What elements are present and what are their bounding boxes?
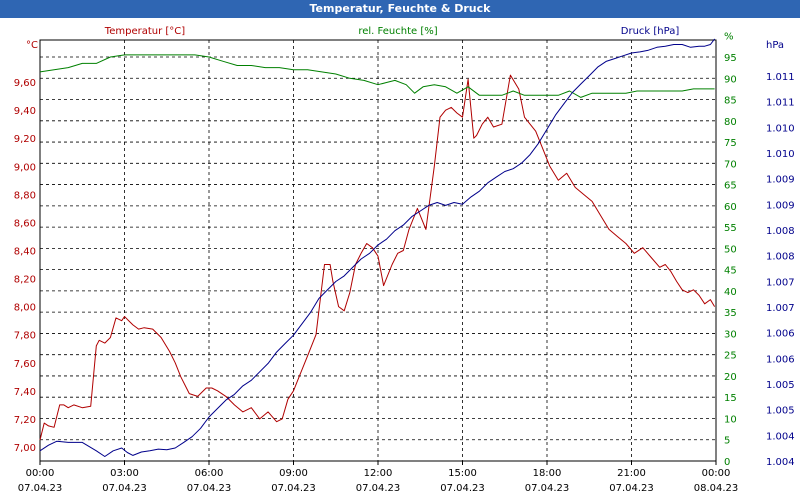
hum-tick-label: 80	[724, 117, 737, 128]
x-tick-date: 07.04.23	[187, 483, 232, 494]
series-line-hum	[39, 54, 715, 98]
hum-tick-label: 65	[724, 181, 737, 192]
hum-tick-label: 35	[724, 308, 737, 319]
hum-axis-title: rel. Feuchte [%]	[358, 26, 437, 37]
press-tick-label: 1.011	[766, 72, 795, 83]
press-tick-label: 1.009	[766, 200, 795, 211]
temp-axis-title: Temperatur [°C]	[104, 26, 185, 37]
press-tick-label: 1.010	[766, 123, 795, 134]
temp-tick-label: 7,80	[14, 331, 36, 342]
hum-tick-label: 50	[724, 244, 737, 255]
temp-tick-label: 7,40	[14, 387, 36, 398]
chart-title: Temperatur, Feuchte & Druck	[0, 0, 800, 18]
hum-tick-label: 85	[724, 96, 737, 107]
temp-tick-label: 7,60	[14, 359, 36, 370]
temp-unit-label: °C	[26, 40, 38, 51]
x-tick-time: 18:00	[533, 468, 562, 479]
press-tick-label: 1.009	[766, 175, 795, 186]
x-tick-time: 00:00	[26, 468, 55, 479]
x-tick-time: 03:00	[110, 468, 139, 479]
temp-tick-label: 8,80	[14, 190, 36, 201]
temp-tick-label: 9,60	[14, 78, 36, 89]
press-tick-label: 1.004	[766, 457, 795, 468]
press-tick-label: 1.004	[766, 431, 795, 442]
x-tick-date: 07.04.23	[271, 483, 316, 494]
hum-tick-label: 0	[724, 457, 730, 468]
temp-tick-label: 9,40	[14, 106, 36, 117]
press-tick-label: 1.010	[766, 149, 795, 160]
temp-tick-label: 9,00	[14, 162, 36, 173]
hum-tick-label: 40	[724, 287, 737, 298]
press-tick-label: 1.006	[766, 354, 795, 365]
x-tick-date: 07.04.23	[18, 483, 63, 494]
hum-tick-label: 10	[724, 414, 737, 425]
hum-tick-label: 25	[724, 351, 737, 362]
x-tick-date: 07.04.23	[609, 483, 654, 494]
hum-tick-label: 90	[724, 74, 737, 85]
press-unit-label: hPa	[766, 40, 784, 51]
x-tick-time: 00:00	[702, 468, 731, 479]
press-tick-label: 1.007	[766, 303, 795, 314]
x-tick-date: 08.04.23	[694, 483, 739, 494]
x-tick-time: 15:00	[448, 468, 477, 479]
x-tick-date: 07.04.23	[440, 483, 485, 494]
temp-tick-label: 8,60	[14, 218, 36, 229]
hum-tick-label: 5	[724, 436, 730, 447]
press-axis-title: Druck [hPa]	[621, 26, 680, 37]
press-tick-label: 1.011	[766, 98, 795, 109]
press-tick-label: 1.005	[766, 380, 795, 391]
x-tick-date: 07.04.23	[102, 483, 147, 494]
temp-tick-label: 8,40	[14, 247, 36, 258]
hum-tick-label: 20	[724, 372, 737, 383]
temp-tick-label: 8,00	[14, 303, 36, 314]
hum-tick-label: 75	[724, 138, 737, 149]
x-tick-date: 07.04.23	[356, 483, 401, 494]
hum-tick-label: 15	[724, 393, 737, 404]
x-tick-time: 09:00	[279, 468, 308, 479]
hum-tick-label: 55	[724, 223, 737, 234]
series-line-temp	[39, 74, 716, 441]
hum-tick-label: 45	[724, 266, 737, 277]
hum-tick-label: 70	[724, 159, 737, 170]
hum-tick-label: 60	[724, 202, 737, 213]
temp-tick-label: 7,00	[14, 443, 36, 454]
press-tick-label: 1.008	[766, 252, 795, 263]
x-tick-time: 12:00	[364, 468, 393, 479]
temp-tick-label: 7,20	[14, 415, 36, 426]
x-tick-time: 06:00	[195, 468, 224, 479]
press-tick-label: 1.008	[766, 226, 795, 237]
hum-tick-label: 95	[724, 53, 737, 64]
press-tick-label: 1.007	[766, 277, 795, 288]
x-tick-time: 21:00	[617, 468, 646, 479]
press-tick-label: 1.005	[766, 406, 795, 417]
press-tick-label: 1.006	[766, 329, 795, 340]
series-line-press	[39, 38, 715, 457]
x-tick-date: 07.04.23	[525, 483, 570, 494]
temp-tick-label: 8,20	[14, 275, 36, 286]
hum-tick-label: %	[724, 32, 734, 43]
temp-tick-label: 9,20	[14, 134, 36, 145]
hum-tick-label: 30	[724, 329, 737, 340]
